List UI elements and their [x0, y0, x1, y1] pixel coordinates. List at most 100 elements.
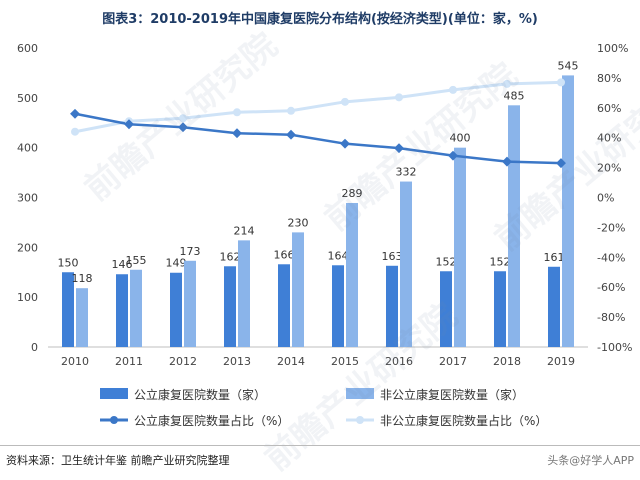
- y-right-tick-label: 0%: [597, 192, 614, 205]
- x-tick-label: 2013: [223, 355, 251, 368]
- point-private-share: [503, 79, 511, 88]
- line-public-share: [74, 112, 562, 165]
- y-right-tick-label: 80%: [597, 72, 621, 85]
- point-public-share: [286, 129, 296, 140]
- legend-marker: [110, 416, 118, 424]
- x-tick-label: 2011: [115, 355, 143, 368]
- y-right-tick-label: -20%: [597, 221, 625, 234]
- data-label-private: 118: [72, 272, 93, 285]
- bar-private: [454, 147, 466, 347]
- bar-private: [346, 202, 358, 347]
- chart-title: 图表3：2010-2019年中国康复医院分布结构(按经济类型)(单位：家，%): [102, 12, 538, 27]
- point-private-share: [179, 114, 187, 123]
- point-public-share: [394, 143, 404, 154]
- bar-public: [494, 271, 506, 347]
- point-public-share: [340, 138, 350, 149]
- x-tick-label: 2014: [277, 355, 305, 368]
- y-right-tick-label: 20%: [597, 162, 621, 175]
- data-label-private: 230: [288, 216, 309, 229]
- bar-private: [76, 288, 88, 347]
- bar-public: [224, 266, 236, 347]
- data-label-public: 161: [544, 251, 565, 264]
- point-public-share: [448, 150, 458, 161]
- point-public-share: [232, 128, 242, 139]
- y-right-tick-label: -100%: [597, 341, 632, 354]
- bar-public: [62, 272, 74, 347]
- data-label-private: 155: [126, 254, 147, 267]
- data-label-private: 545: [558, 59, 579, 72]
- bar-public: [386, 265, 398, 347]
- data-label-public: 162: [220, 250, 241, 263]
- bar-private: [562, 75, 574, 348]
- bar-private: [130, 269, 142, 347]
- bar-public: [332, 265, 344, 347]
- data-label-public: 164: [328, 249, 349, 262]
- data-label-private: 400: [450, 132, 471, 145]
- data-label-public: 146: [112, 258, 133, 271]
- y-left-tick-label: 400: [17, 142, 38, 155]
- point-private-share: [449, 85, 457, 94]
- point-public-share: [178, 122, 188, 133]
- point-private-share: [233, 108, 241, 117]
- data-label-private: 332: [396, 166, 417, 179]
- point-private-share: [557, 78, 565, 87]
- legend-label: 非公立康复医院数量（家）: [380, 387, 524, 402]
- data-label-public: 150: [58, 256, 79, 269]
- point-private-share: [71, 127, 79, 136]
- point-private-share: [395, 93, 403, 102]
- point-public-share: [502, 156, 512, 167]
- x-tick-label: 2019: [547, 355, 575, 368]
- source-note: 资料来源：卫生统计年鉴 前瞻产业研究院整理: [6, 454, 230, 467]
- bar-public: [170, 272, 182, 347]
- x-tick-label: 2016: [385, 355, 413, 368]
- y-left-tick-label: 200: [17, 241, 38, 254]
- data-label-public: 149: [166, 257, 187, 270]
- x-tick-label: 2018: [493, 355, 521, 368]
- x-tick-label: 2017: [439, 355, 467, 368]
- x-tick-label: 2010: [61, 355, 89, 368]
- legend-swatch: [346, 388, 374, 399]
- y-right-tick-label: 40%: [597, 132, 621, 145]
- data-label-private: 289: [342, 187, 363, 200]
- bar-private: [400, 181, 412, 347]
- legend-swatch: [100, 388, 128, 399]
- bar-public: [116, 274, 128, 347]
- y-right-tick-label: 60%: [597, 102, 621, 115]
- footer-divider: [0, 445, 640, 446]
- legend-label: 非公立康复医院数量占比（%）: [380, 413, 547, 428]
- y-right-tick-label: -80%: [597, 311, 625, 324]
- bar-private: [238, 240, 250, 347]
- bar-private: [292, 232, 304, 347]
- y-left-tick-label: 0: [31, 341, 38, 354]
- point-public-share: [556, 158, 566, 169]
- point-public-share: [124, 119, 134, 130]
- y-left-tick-label: 100: [17, 291, 38, 304]
- y-right-tick-label: -40%: [597, 251, 625, 264]
- data-label-public: 152: [436, 255, 457, 268]
- legend-label: 公立康复医院数量占比（%）: [134, 413, 289, 428]
- bar-private: [508, 105, 520, 347]
- y-left-tick-label: 600: [17, 42, 38, 55]
- point-public-share: [70, 108, 80, 119]
- bar-public: [548, 266, 560, 347]
- legend-label: 公立康复医院数量（家）: [134, 387, 266, 402]
- x-tick-label: 2015: [331, 355, 359, 368]
- data-label-public: 152: [490, 255, 511, 268]
- legend-marker: [356, 416, 364, 424]
- data-label-private: 485: [504, 89, 525, 102]
- data-label-private: 173: [180, 245, 201, 258]
- data-label-private: 214: [234, 224, 255, 237]
- x-tick-label: 2012: [169, 355, 197, 368]
- line-private-share: [74, 80, 562, 134]
- credit-note: 头条@好学人APP: [547, 454, 634, 467]
- data-label-public: 166: [274, 248, 295, 261]
- data-label-public: 163: [382, 250, 403, 263]
- y-right-tick-label: -60%: [597, 281, 625, 294]
- bar-private: [184, 260, 196, 347]
- y-right-tick-label: 100%: [597, 42, 628, 55]
- point-private-share: [341, 97, 349, 106]
- y-left-tick-label: 300: [17, 192, 38, 205]
- y-left-tick-label: 500: [17, 92, 38, 105]
- bar-public: [440, 271, 452, 347]
